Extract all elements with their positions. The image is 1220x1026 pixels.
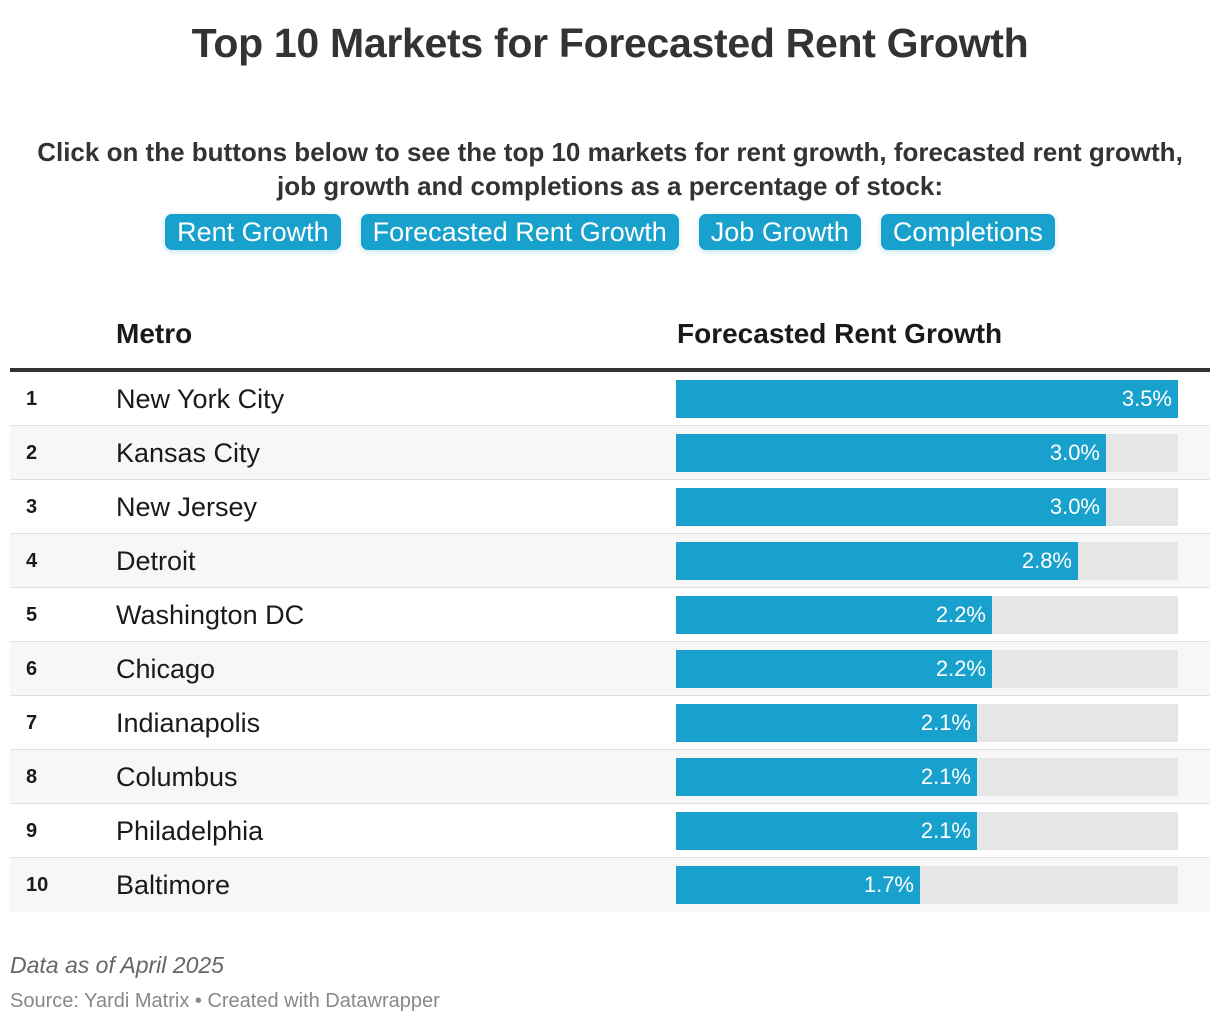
metro-name: Chicago — [116, 654, 216, 684]
rank-label: 6 — [26, 658, 38, 680]
rank-label: 1 — [26, 388, 38, 410]
intro-text: Click on the buttons below to see the to… — [37, 137, 1183, 201]
bar-value-label: 3.5% — [1121, 386, 1172, 411]
table-row: 1 New York City 3.5% — [10, 372, 1210, 426]
bar-track: 2.1% — [676, 704, 1178, 742]
value-bar: 3.5% — [676, 380, 1178, 418]
source-credit: Source: Yardi Matrix • Created with Data… — [10, 990, 440, 1012]
table-row: 8 Columbus 2.1% — [10, 750, 1210, 804]
metric-button-group: Rent Growth Forecasted Rent Growth Job G… — [0, 214, 1220, 250]
forecasted-rent-growth-column-header[interactable]: Forecasted Rent Growth — [677, 318, 1003, 349]
value-bar: 2.1% — [676, 812, 977, 850]
metro-name: Indianapolis — [116, 708, 261, 738]
table-body: 1 New York City 3.5% 2 Kansas City 3.0% 3 New J… — [10, 372, 1210, 912]
value-bar: 1.7% — [676, 866, 920, 904]
job-growth-button[interactable]: Job Growth — [698, 214, 861, 250]
metro-name: Columbus — [116, 762, 238, 792]
bar-track: 3.5% — [676, 380, 1178, 418]
value-bar: 3.0% — [676, 488, 1106, 526]
bar-track: 2.2% — [676, 596, 1178, 634]
metro-name: Philadelphia — [116, 816, 264, 846]
rank-label: 4 — [26, 550, 38, 572]
metro-name: New Jersey — [116, 492, 258, 522]
table-header: Metro Forecasted Rent Growth — [10, 300, 1210, 372]
value-bar: 2.2% — [676, 596, 992, 634]
bar-track: 2.1% — [676, 758, 1178, 796]
forecasted-rent-growth-button[interactable]: Forecasted Rent Growth — [360, 214, 679, 250]
bar-value-label: 3.0% — [1049, 440, 1100, 465]
table-row: 3 New Jersey 3.0% — [10, 480, 1210, 534]
bar-track: 2.2% — [676, 650, 1178, 688]
value-bar: 2.1% — [676, 704, 977, 742]
completions-button[interactable]: Completions — [880, 214, 1055, 250]
metro-column-header[interactable]: Metro — [116, 318, 193, 349]
value-bar: 2.2% — [676, 650, 992, 688]
bar-track: 2.1% — [676, 812, 1178, 850]
rank-label: 10 — [26, 874, 49, 896]
rank-label: 8 — [26, 766, 38, 788]
value-bar: 3.0% — [676, 434, 1106, 472]
table-row: 2 Kansas City 3.0% — [10, 426, 1210, 480]
rank-label: 5 — [26, 604, 38, 626]
metro-name: Detroit — [116, 546, 196, 576]
bar-value-label: 2.8% — [1021, 548, 1072, 573]
rank-label: 2 — [26, 442, 38, 464]
rank-label: 9 — [26, 820, 38, 842]
bar-value-label: 2.1% — [920, 818, 971, 843]
bar-value-label: 3.0% — [1049, 494, 1100, 519]
rank-label: 7 — [26, 712, 38, 734]
metro-name: New York City — [116, 384, 285, 414]
metro-name: Washington DC — [116, 600, 305, 630]
bar-track: 1.7% — [676, 866, 1178, 904]
table-row: 10 Baltimore 1.7% — [10, 858, 1210, 912]
table-row: 9 Philadelphia 2.1% — [10, 804, 1210, 858]
data-date-note: Data as of April 2025 — [10, 952, 224, 978]
ranking-table: Metro Forecasted Rent Growth 1 New York C… — [10, 300, 1210, 912]
bar-value-label: 2.2% — [935, 602, 986, 627]
rent-growth-button[interactable]: Rent Growth — [165, 214, 341, 250]
bar-value-label: 2.2% — [935, 656, 986, 681]
bar-value-label: 2.1% — [920, 710, 971, 735]
bar-value-label: 2.1% — [920, 764, 971, 789]
bar-track: 3.0% — [676, 488, 1178, 526]
rank-label: 3 — [26, 496, 38, 518]
bar-track: 3.0% — [676, 434, 1178, 472]
value-bar: 2.8% — [676, 542, 1078, 580]
bar-value-label: 1.7% — [863, 872, 914, 897]
chart-title: Top 10 Markets for Forecasted Rent Growt… — [191, 20, 1029, 66]
table-row: 7 Indianapolis 2.1% — [10, 696, 1210, 750]
metro-name: Kansas City — [116, 438, 261, 468]
table-row: 5 Washington DC 2.2% — [10, 588, 1210, 642]
metro-name: Baltimore — [116, 870, 231, 900]
bar-track: 2.8% — [676, 542, 1178, 580]
table-row: 6 Chicago 2.2% — [10, 642, 1210, 696]
value-bar: 2.1% — [676, 758, 977, 796]
table-row: 4 Detroit 2.8% — [10, 534, 1210, 588]
